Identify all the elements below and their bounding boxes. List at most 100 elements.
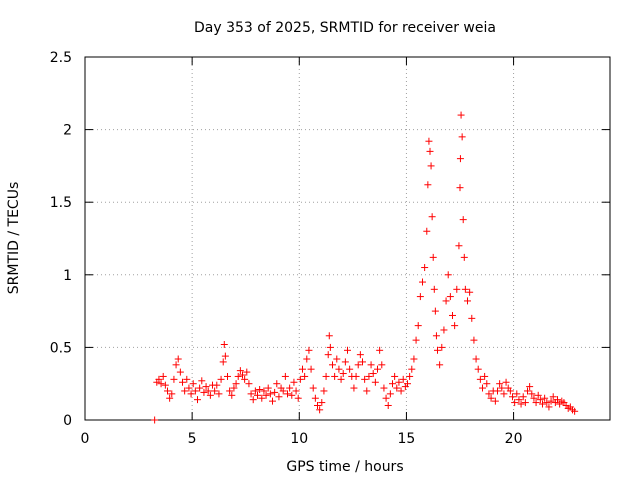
data-point: [365, 372, 373, 380]
data-point: [376, 346, 384, 354]
data-point: [374, 365, 381, 373]
data-point: [515, 396, 523, 404]
data-point: [226, 387, 234, 395]
data-point: [228, 391, 236, 399]
data-point: [284, 390, 291, 398]
data-point: [206, 391, 214, 399]
data-point: [151, 416, 159, 424]
data-point: [464, 297, 471, 305]
data-point: [320, 387, 328, 395]
data-point: [456, 155, 464, 163]
data-point: [481, 372, 489, 380]
data-point: [530, 394, 538, 402]
data-point: [202, 383, 210, 391]
data-point: [220, 340, 228, 348]
data-point: [511, 399, 519, 407]
data-point: [185, 384, 193, 392]
data-point: [309, 384, 317, 392]
data-point: [554, 396, 561, 404]
data-point: [288, 391, 296, 399]
data-point: [166, 394, 174, 402]
data-point: [251, 387, 259, 395]
data-point: [290, 378, 298, 386]
data-point: [155, 375, 163, 383]
x-tick-label: 20: [505, 431, 523, 447]
data-point: [382, 394, 390, 402]
data-point: [424, 181, 432, 189]
data-point: [271, 388, 279, 396]
data-point: [352, 372, 360, 380]
data-point: [395, 378, 403, 386]
data-point: [279, 387, 287, 395]
data-point: [517, 400, 525, 408]
data-point: [243, 368, 251, 376]
y-tick-label: 0.5: [50, 340, 72, 356]
data-point: [292, 387, 300, 395]
data-point: [369, 370, 377, 378]
x-tick-label: 0: [81, 431, 90, 447]
y-tick-label: 0: [63, 413, 72, 429]
data-point: [224, 372, 231, 380]
data-point: [483, 380, 491, 388]
data-point: [329, 361, 336, 369]
data-point: [543, 399, 551, 407]
y-tick-label: 2.5: [50, 50, 72, 66]
data-point: [254, 391, 261, 399]
data-point: [305, 346, 313, 354]
data-point: [399, 375, 407, 383]
data-point: [457, 111, 465, 119]
y-tick-label: 2: [63, 123, 72, 139]
data-point: [168, 390, 176, 398]
data-point: [455, 242, 463, 250]
data-point: [397, 387, 405, 395]
data-point: [389, 380, 396, 388]
data-point: [230, 384, 238, 392]
data-point: [485, 390, 493, 398]
axis-ticks: 0 0.5 1 1.5 2 2.5 0 5 10 15 20: [50, 50, 610, 447]
data-point: [294, 394, 302, 402]
data-point: [311, 394, 319, 402]
data-point: [363, 387, 371, 395]
data-point: [453, 285, 461, 293]
data-point: [262, 391, 270, 399]
data-point: [430, 285, 438, 293]
data-point: [446, 293, 454, 301]
data-point: [472, 355, 480, 363]
data-point: [281, 372, 289, 380]
data-point: [487, 394, 495, 402]
data-point: [181, 387, 189, 395]
data-point: [384, 401, 392, 409]
data-point: [539, 400, 546, 408]
x-axis-label: GPS time / hours: [286, 459, 403, 475]
data-point: [307, 365, 315, 373]
data-point: [408, 365, 416, 373]
data-point: [331, 372, 339, 380]
data-point: [380, 384, 388, 392]
data-point: [547, 397, 555, 405]
data-point: [498, 384, 506, 392]
data-point: [432, 332, 440, 340]
y-tick-label: 1: [63, 268, 72, 284]
data-point: [301, 372, 309, 380]
data-point: [346, 365, 354, 373]
data-point: [391, 372, 399, 380]
data-point: [468, 314, 476, 322]
data-point: [322, 372, 330, 380]
data-point: [264, 384, 272, 392]
data-point: [524, 387, 531, 395]
y-tick-label: 1.5: [50, 195, 72, 211]
plot-frame: [84, 56, 611, 421]
data-point: [335, 365, 343, 373]
data-point: [425, 137, 433, 145]
data-point: [451, 322, 459, 330]
data-point: [245, 380, 253, 388]
data-point: [266, 390, 274, 398]
data-point: [571, 407, 579, 415]
data-point: [232, 380, 240, 388]
data-point: [299, 365, 306, 373]
data-point: [318, 399, 326, 407]
data-point: [333, 355, 341, 363]
data-point: [449, 311, 456, 319]
data-point: [172, 361, 180, 369]
